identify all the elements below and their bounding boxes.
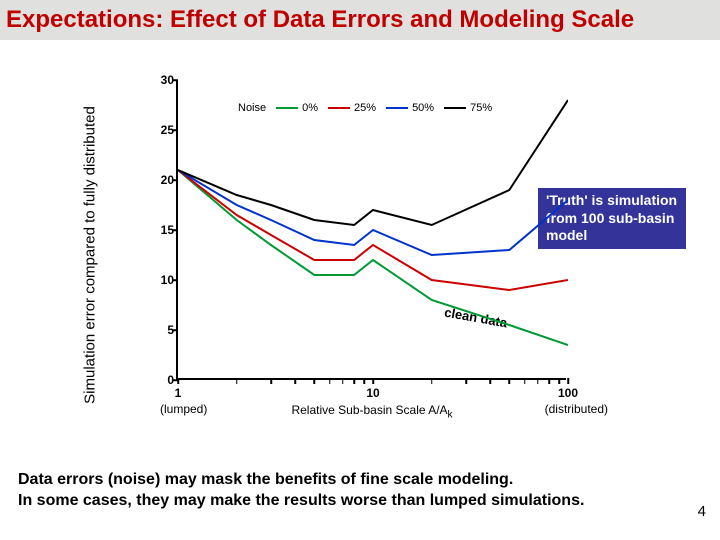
x-tick-label: 100 <box>558 386 578 400</box>
x-tick-mark-minor <box>295 380 297 384</box>
slide-title: Expectations: Effect of Data Errors and … <box>6 6 634 34</box>
chart-container: Simulation error compared to fully distr… <box>130 70 590 440</box>
y-tick-label: 0 <box>146 373 174 387</box>
x-tick-mark-minor <box>342 380 344 384</box>
x-tick-mark-minor <box>329 380 331 384</box>
y-tick-label: 15 <box>146 223 174 237</box>
x-tick-mark-minor <box>537 380 539 384</box>
y-tick-label: 10 <box>146 273 174 287</box>
chart-lines <box>178 80 568 380</box>
x-tick-mark-minor <box>509 380 511 384</box>
x-tick-mark-minor <box>558 380 560 384</box>
slide-title-bar: Expectations: Effect of Data Errors and … <box>0 0 720 40</box>
page-number: 4 <box>698 503 706 520</box>
y-tick-label: 25 <box>146 123 174 137</box>
x-tick-mark-minor <box>353 380 355 384</box>
x-tick-mark-minor <box>314 380 316 384</box>
x-tick-mark-minor <box>236 380 238 384</box>
x-tick-mark-minor <box>465 380 467 384</box>
y-tick-label: 5 <box>146 323 174 337</box>
bottom-note-line2: In some cases, they may make the results… <box>18 491 584 512</box>
x-tick-mark-minor <box>524 380 526 384</box>
series-50% <box>178 170 568 255</box>
x-anno-distributed: (distributed) <box>545 402 608 416</box>
bottom-note-line1: Data errors (noise) may mask the benefit… <box>18 470 584 491</box>
x-tick-mark-minor <box>548 380 550 384</box>
x-tick-mark-minor <box>431 380 433 384</box>
bottom-note: Data errors (noise) may mask the benefit… <box>18 470 584 512</box>
x-tick-mark-minor <box>490 380 492 384</box>
chart-plot-area: Noise0%25%50%75% 'Truth' is simulation f… <box>176 80 566 380</box>
x-tick-mark-minor <box>363 380 365 384</box>
x-anno-lumped: (lumped) <box>160 402 207 416</box>
x-tick-label: 10 <box>366 386 379 400</box>
series-0% <box>178 170 568 345</box>
x-tick-label: 1 <box>175 386 182 400</box>
series-75% <box>178 100 568 225</box>
y-tick-label: 30 <box>146 73 174 87</box>
x-tick-mark-minor <box>270 380 272 384</box>
y-axis-label: Simulation error compared to fully distr… <box>82 106 99 404</box>
y-tick-label: 20 <box>146 173 174 187</box>
x-axis-label: Relative Sub-basin Scale A/Ak <box>291 403 452 420</box>
